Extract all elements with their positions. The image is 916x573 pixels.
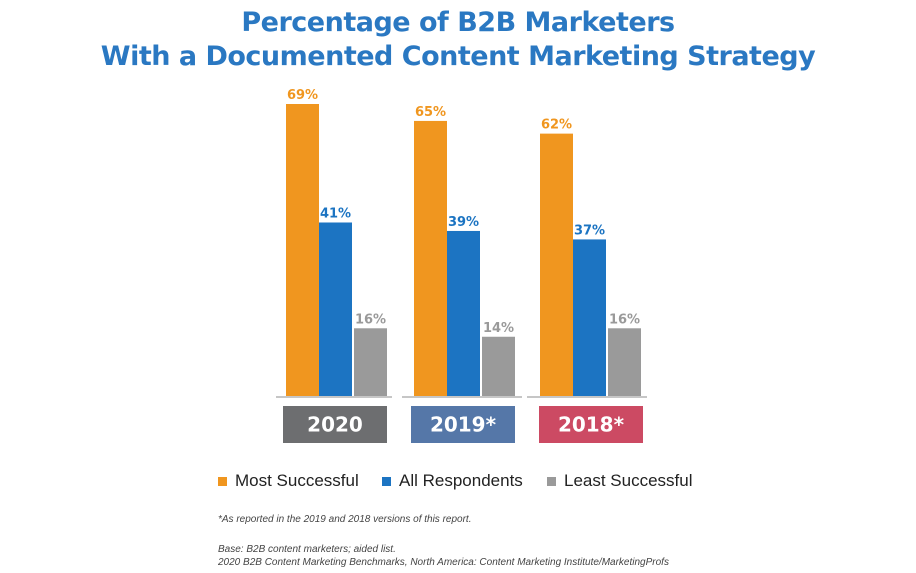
category-box-2019 xyxy=(411,406,515,443)
footnote-base: Base: B2B content marketers; aided list. xyxy=(218,544,396,555)
value-label-all-respondents-2019: 39% xyxy=(448,215,479,230)
legend-swatch-all-respondents xyxy=(382,476,391,486)
category-box-2020 xyxy=(283,406,387,443)
chart-title-line-1: Percentage of B2B Marketers xyxy=(241,7,675,38)
bar-all-respondents-2020 xyxy=(319,222,352,396)
footnote-asterisk: *As reported in the 2019 and 2018 versio… xyxy=(218,514,472,525)
category-label-2018: 2018* xyxy=(558,413,625,437)
legend: Most Successful All Respondents Least Su… xyxy=(0,469,916,493)
legend-swatch-most-successful xyxy=(218,476,227,486)
category-box-2018 xyxy=(539,406,643,443)
legend-label-all-respondents: All Respondents xyxy=(399,471,523,490)
bar-least-successful-2019 xyxy=(482,336,515,396)
value-label-least-successful-2020: 16% xyxy=(355,312,386,327)
category-label-2019: 2019* xyxy=(430,413,497,437)
category-label-2020: 2020 xyxy=(307,413,363,437)
value-label-most-successful-2020: 69% xyxy=(287,88,318,103)
value-label-all-respondents-2020: 41% xyxy=(320,206,351,221)
legend-item-most-successful: Most Successful xyxy=(218,469,359,493)
legend-swatch-least-successful xyxy=(547,476,556,486)
value-label-all-respondents-2018: 37% xyxy=(574,223,605,238)
legend-item-all-respondents: All Respondents xyxy=(382,469,523,493)
value-label-least-successful-2018: 16% xyxy=(609,312,640,327)
footnote-source: 2020 B2B Content Marketing Benchmarks, N… xyxy=(218,557,669,568)
bar-least-successful-2018 xyxy=(608,328,641,396)
bar-most-successful-2018 xyxy=(540,133,573,397)
bar-most-successful-2019 xyxy=(414,120,447,396)
value-label-least-successful-2019: 14% xyxy=(483,321,514,336)
bar-all-respondents-2018 xyxy=(573,239,606,396)
bar-all-respondents-2019 xyxy=(447,230,480,396)
chart-title-line-2: With a Documented Content Marketing Stra… xyxy=(100,41,816,72)
legend-label-most-successful: Most Successful xyxy=(235,471,359,490)
legend-label-least-successful: Least Successful xyxy=(564,471,693,490)
value-label-most-successful-2019: 65% xyxy=(415,105,446,120)
bar-least-successful-2020 xyxy=(354,328,387,396)
bar-most-successful-2020 xyxy=(286,104,319,396)
legend-item-least-successful: Least Successful xyxy=(547,469,693,493)
value-label-most-successful-2018: 62% xyxy=(541,118,572,133)
